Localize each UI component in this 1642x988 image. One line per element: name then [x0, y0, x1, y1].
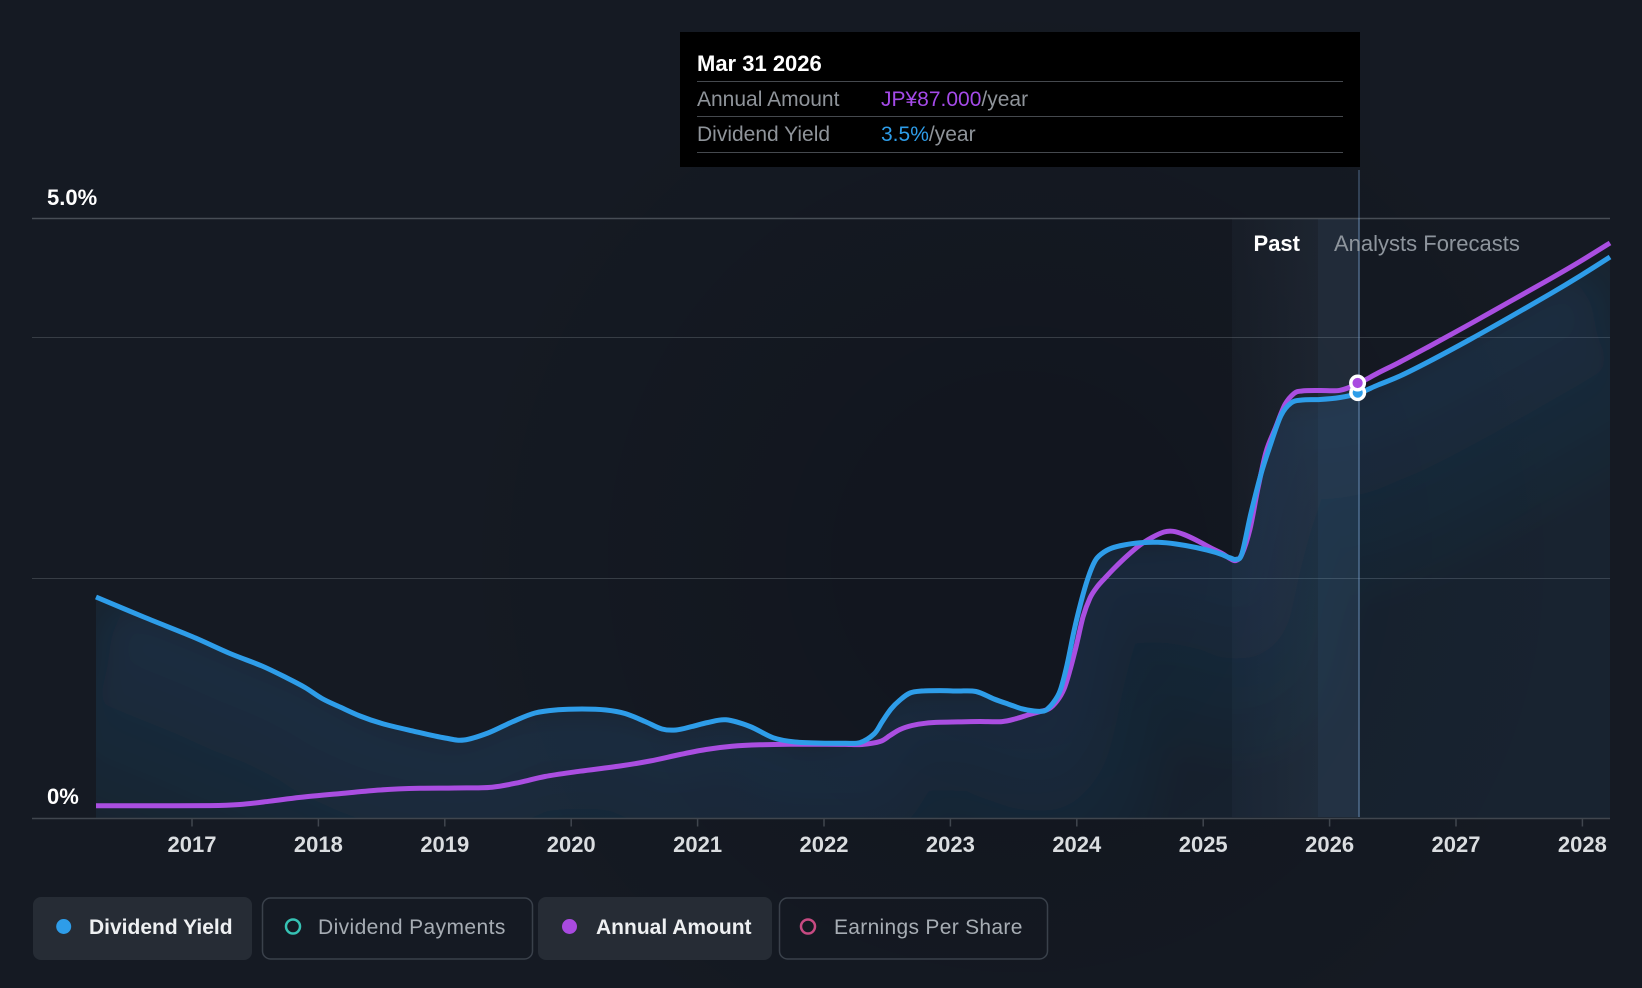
svg-text:2025: 2025 [1179, 832, 1228, 857]
svg-text:2024: 2024 [1052, 832, 1102, 857]
svg-text:5.0%: 5.0% [47, 185, 97, 210]
svg-text:Dividend Yield: Dividend Yield [697, 123, 830, 146]
svg-text:Annual Amount: Annual Amount [697, 88, 840, 111]
svg-text:0%: 0% [47, 784, 79, 809]
svg-text:Dividend Yield: Dividend Yield [89, 916, 233, 939]
svg-text:2017: 2017 [168, 832, 217, 857]
svg-text:Mar 31 2026: Mar 31 2026 [697, 51, 822, 76]
svg-text:Annual Amount: Annual Amount [596, 916, 752, 939]
svg-text:2021: 2021 [673, 832, 722, 857]
svg-text:Earnings Per Share: Earnings Per Share [834, 916, 1023, 939]
svg-text:3.5%/year: 3.5%/year [881, 123, 976, 146]
svg-text:2018: 2018 [294, 832, 343, 857]
svg-text:2026: 2026 [1305, 832, 1354, 857]
svg-text:2020: 2020 [547, 832, 596, 857]
svg-text:2027: 2027 [1432, 832, 1481, 857]
svg-text:2022: 2022 [800, 832, 849, 857]
svg-text:JP¥87.000/year: JP¥87.000/year [881, 88, 1028, 111]
svg-text:Past: Past [1254, 231, 1301, 256]
svg-text:2023: 2023 [926, 832, 975, 857]
svg-text:Analysts Forecasts: Analysts Forecasts [1334, 231, 1520, 256]
svg-text:Dividend Payments: Dividend Payments [318, 916, 506, 939]
svg-text:2028: 2028 [1558, 832, 1607, 857]
svg-text:2019: 2019 [420, 832, 469, 857]
